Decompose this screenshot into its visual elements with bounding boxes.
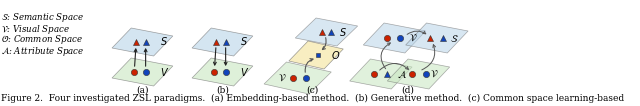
- Polygon shape: [112, 28, 173, 56]
- Text: (d): (d): [402, 86, 415, 95]
- Text: $\mathit{V}$: $\mathit{V}$: [240, 66, 250, 78]
- Text: $\mathit{S}$: $\mathit{S}$: [160, 35, 168, 47]
- Polygon shape: [192, 28, 253, 56]
- Polygon shape: [349, 59, 412, 89]
- Text: (a): (a): [136, 86, 148, 95]
- FancyArrowPatch shape: [381, 43, 390, 69]
- Text: (c): (c): [306, 86, 318, 95]
- FancyArrowPatch shape: [224, 48, 227, 65]
- FancyArrowPatch shape: [214, 48, 216, 65]
- Text: $\mathcal{V}$: $\mathcal{V}$: [431, 69, 439, 79]
- FancyArrowPatch shape: [134, 49, 137, 66]
- FancyArrowPatch shape: [323, 38, 326, 50]
- Polygon shape: [295, 18, 358, 46]
- Text: $\mathit{O}$: $\mathit{O}$: [332, 49, 340, 61]
- Text: $\mathcal{S}$: $\mathcal{S}$: [450, 33, 458, 43]
- FancyArrowPatch shape: [380, 63, 408, 70]
- Polygon shape: [112, 58, 173, 86]
- Text: (b): (b): [216, 86, 229, 95]
- Text: $\mathcal{O}$: Common Space: $\mathcal{O}$: Common Space: [1, 33, 83, 47]
- Polygon shape: [387, 59, 450, 89]
- Polygon shape: [264, 62, 332, 94]
- Polygon shape: [406, 23, 468, 53]
- Text: $\mathcal{V}$: $\mathcal{V}$: [278, 73, 287, 83]
- Polygon shape: [192, 58, 253, 86]
- FancyArrowPatch shape: [422, 45, 436, 70]
- Text: $\mathcal{S}$: Semantic Space: $\mathcal{S}$: Semantic Space: [1, 11, 84, 24]
- Text: $\mathcal{A}$: Attribute Space: $\mathcal{A}$: Attribute Space: [1, 45, 84, 57]
- Polygon shape: [364, 23, 426, 53]
- Text: $\mathit{V}$: $\mathit{V}$: [160, 66, 169, 78]
- Text: Figure 2.  Four investigated ZSL paradigms.  (a) Embedding-based method.  (b) Ge: Figure 2. Four investigated ZSL paradigm…: [1, 94, 624, 103]
- Text: $\mathit{S}$: $\mathit{S}$: [240, 35, 248, 47]
- Polygon shape: [289, 41, 343, 69]
- Text: $\mathcal{V}$: Visual Space: $\mathcal{V}$: Visual Space: [1, 22, 70, 36]
- Text: $\mathcal{A}$: $\mathcal{A}$: [397, 68, 407, 80]
- FancyArrowPatch shape: [144, 49, 147, 66]
- Text: $\mathcal{V}$: $\mathcal{V}$: [409, 33, 417, 43]
- FancyArrowPatch shape: [305, 59, 313, 72]
- Text: $\mathit{S}$: $\mathit{S}$: [339, 26, 347, 38]
- FancyArrowPatch shape: [407, 31, 426, 34]
